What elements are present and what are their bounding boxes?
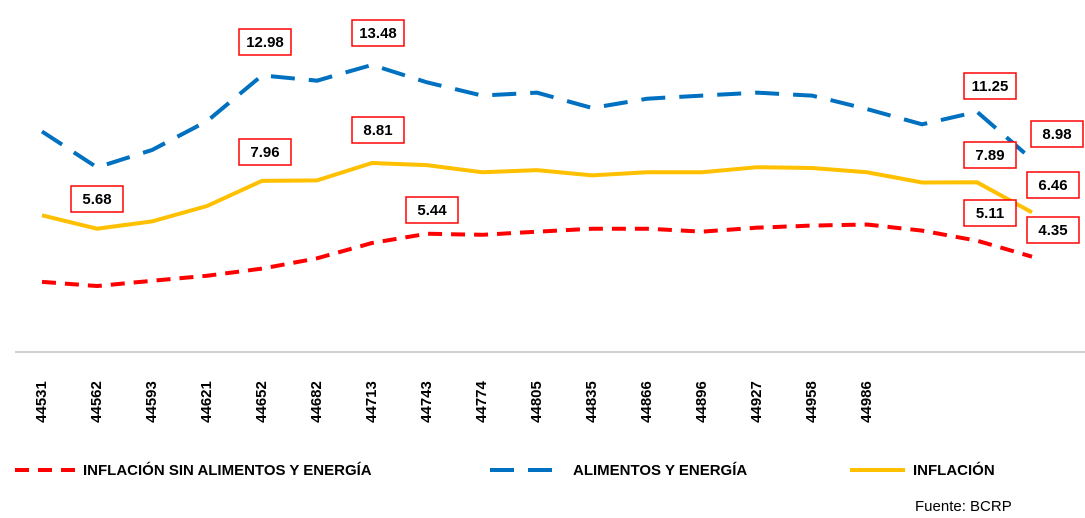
legend-label: INFLACIÓN xyxy=(913,461,995,479)
data-label-box xyxy=(238,28,292,56)
data-label: 12.98 xyxy=(246,34,284,51)
data-label-box xyxy=(351,116,405,144)
x-tick-label: 44562 xyxy=(88,381,105,423)
data-label-box xyxy=(963,72,1017,100)
x-tick-label: 44713 xyxy=(363,381,380,423)
data-label-box xyxy=(1026,216,1080,244)
series-line xyxy=(40,62,1034,170)
data-label-box xyxy=(238,138,292,166)
x-tick-label: 44896 xyxy=(693,381,710,423)
x-tick-label: 44835 xyxy=(583,381,600,423)
data-label: 5.68 xyxy=(82,191,111,208)
data-label: 7.96 xyxy=(250,144,279,161)
x-tick-label: 44531 xyxy=(33,381,50,423)
x-tick-label: 44805 xyxy=(528,381,545,423)
data-label-box xyxy=(963,141,1017,169)
x-tick-label: 44986 xyxy=(858,381,875,423)
data-label: 8.81 xyxy=(363,122,392,139)
data-label: 6.46 xyxy=(1038,177,1067,194)
data-label-box xyxy=(1026,171,1080,199)
data-label: 5.11 xyxy=(976,205,1004,222)
x-tick-label: 44743 xyxy=(418,381,435,423)
x-tick-label: 44652 xyxy=(253,381,270,423)
x-tick-label: 44774 xyxy=(473,380,490,422)
data-label-box xyxy=(70,185,124,213)
x-tick-label: 44593 xyxy=(143,381,160,423)
data-label: 5.44 xyxy=(417,202,447,219)
data-label: 8.98 xyxy=(1042,126,1071,143)
data-label: 7.89 xyxy=(975,147,1004,164)
x-tick-label: 44927 xyxy=(748,381,765,423)
data-label: 11.25 xyxy=(972,78,1009,95)
x-tick-label: 44682 xyxy=(308,381,325,423)
data-label: 13.48 xyxy=(359,25,397,42)
data-label-box xyxy=(963,199,1017,227)
x-tick-label: 44866 xyxy=(638,381,655,423)
source: Fuente: BCRP xyxy=(915,498,1012,515)
series-line xyxy=(41,222,1033,289)
data-label-box xyxy=(405,196,459,224)
x-tick-label: 44621 xyxy=(198,381,215,423)
x-tick-label: 44958 xyxy=(803,381,820,423)
data-label-box xyxy=(351,19,405,47)
legend-label: ALIMENTOS Y ENERGÍA xyxy=(573,462,747,479)
data-label-box xyxy=(1030,120,1084,148)
data-label: 4.35 xyxy=(1038,222,1067,239)
series-line xyxy=(41,160,1033,231)
legend-label: INFLACIÓN SIN ALIMENTOS Y ENERGÍA xyxy=(83,461,372,479)
